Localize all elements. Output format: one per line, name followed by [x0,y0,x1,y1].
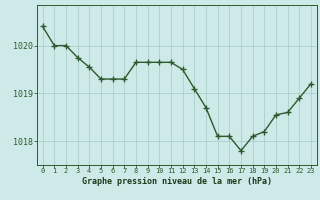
X-axis label: Graphe pression niveau de la mer (hPa): Graphe pression niveau de la mer (hPa) [82,177,272,186]
